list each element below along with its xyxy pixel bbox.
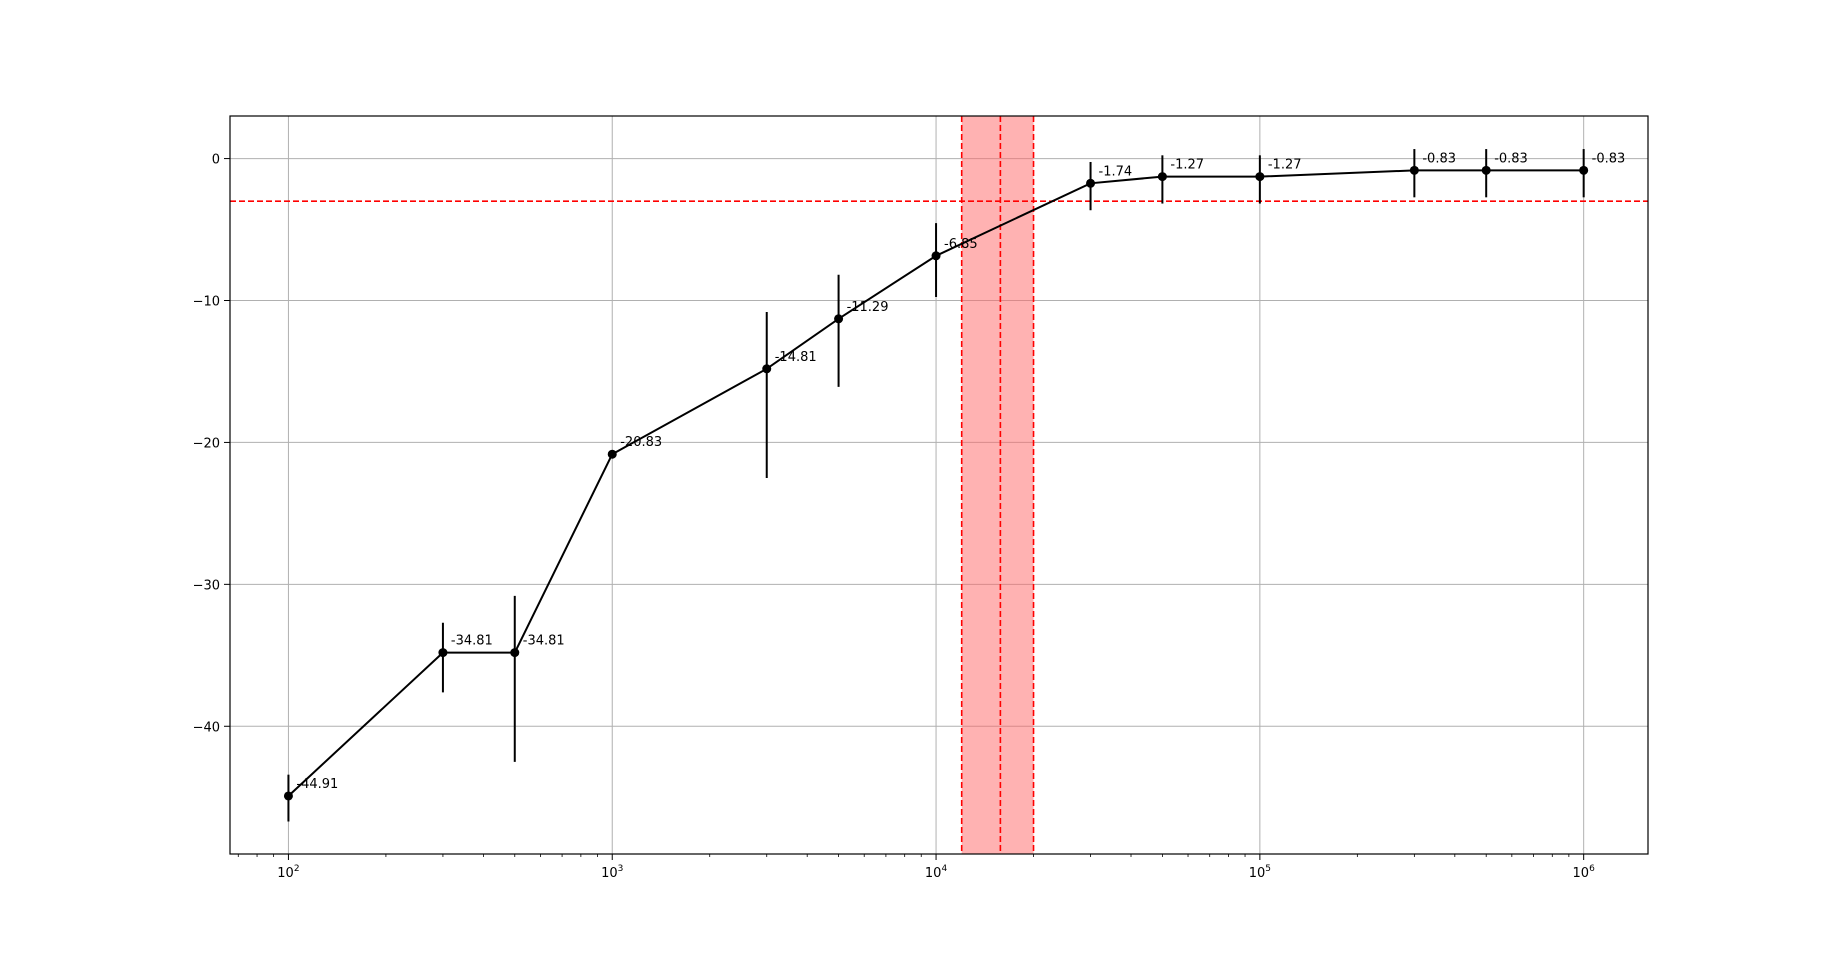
data-label: -20.83 — [620, 435, 662, 450]
data-label: -34.81 — [451, 634, 493, 649]
data-point — [1086, 178, 1096, 188]
data-point — [1255, 172, 1265, 182]
data-point — [1157, 172, 1167, 182]
data-point — [607, 449, 617, 459]
x-tick-label: 102 — [277, 864, 299, 881]
data-label: -44.91 — [296, 777, 338, 792]
series-layer — [283, 149, 1589, 822]
data-label: -6.85 — [944, 237, 978, 252]
axis-layer: 102 103 104 105 106 0 −10 −20 −30 −40 — [193, 153, 1596, 881]
data-point — [283, 791, 293, 801]
x-tick-label: 104 — [925, 864, 948, 881]
data-point — [438, 648, 448, 658]
x-tick-label: 105 — [1249, 864, 1271, 881]
data-point — [762, 364, 772, 374]
y-tick-label: −10 — [193, 295, 220, 310]
plot-frame — [229, 115, 1649, 855]
y-tick-label: −40 — [193, 720, 220, 735]
y-tick-label: 0 — [212, 153, 220, 168]
data-point — [1409, 165, 1419, 175]
data-label-layer: -44.91 -34.81 -34.81 -20.83 -14.81 -11.29 -6.8… — [296, 151, 1625, 792]
y-tick-label: −30 — [193, 578, 220, 593]
data-point — [510, 648, 520, 658]
y-tick-label: −20 — [193, 436, 220, 451]
x-tick-label: 103 — [601, 864, 623, 881]
data-label: -1.27 — [1170, 158, 1204, 173]
data-label: -11.29 — [847, 300, 889, 315]
x-tick-label: 106 — [1573, 864, 1596, 881]
data-point — [1579, 165, 1589, 175]
data-label: -14.81 — [775, 350, 817, 365]
data-point — [931, 251, 941, 261]
data-label: -0.83 — [1422, 151, 1456, 166]
grid-layer — [230, 116, 1648, 854]
data-point — [1481, 165, 1491, 175]
data-label: -1.74 — [1099, 164, 1133, 179]
data-label: -0.83 — [1592, 151, 1626, 166]
data-label: -1.27 — [1268, 158, 1302, 173]
reference-lines-layer — [230, 116, 1648, 854]
data-label: -0.83 — [1494, 151, 1528, 166]
data-point — [834, 314, 844, 324]
data-label: -34.81 — [523, 634, 565, 649]
